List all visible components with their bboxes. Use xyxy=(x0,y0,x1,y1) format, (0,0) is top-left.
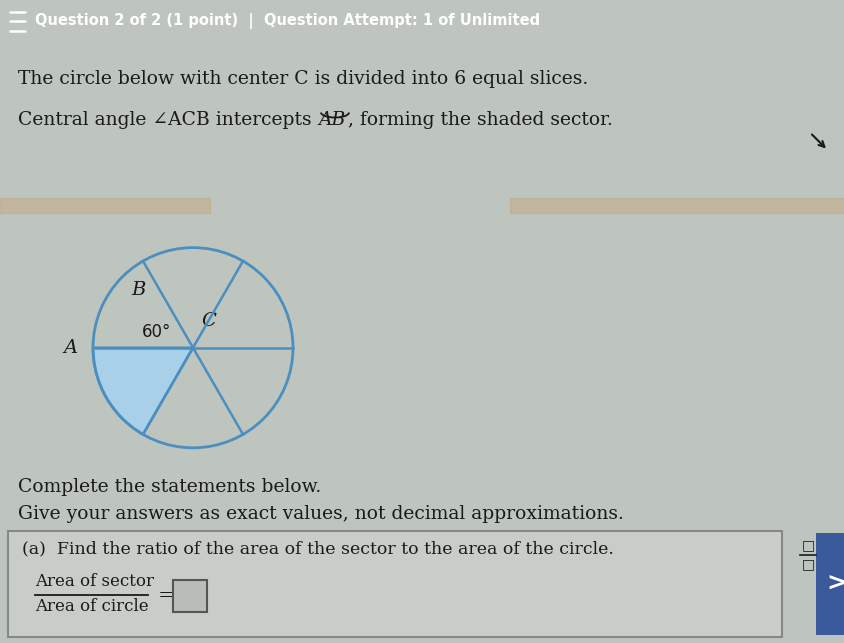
Text: C: C xyxy=(201,312,215,330)
FancyBboxPatch shape xyxy=(8,531,781,637)
Bar xyxy=(0,197,210,213)
FancyBboxPatch shape xyxy=(815,533,844,635)
Text: Question 2 of 2 (1 point)  |  Question Attempt: 1 of Unlimited: Question 2 of 2 (1 point) | Question Att… xyxy=(35,14,540,29)
Text: □: □ xyxy=(800,557,814,571)
Text: Give your answers as exact values, not decimal approximations.: Give your answers as exact values, not d… xyxy=(18,505,623,523)
Text: Area of circle: Area of circle xyxy=(35,598,149,615)
Text: , forming the shaded sector.: , forming the shaded sector. xyxy=(348,111,612,129)
Text: 60°: 60° xyxy=(142,323,171,341)
Bar xyxy=(510,197,844,213)
Text: The circle below with center C is divided into 6 equal slices.: The circle below with center C is divide… xyxy=(18,71,587,89)
Text: AB: AB xyxy=(317,111,345,129)
Text: Area of sector: Area of sector xyxy=(35,573,154,590)
FancyBboxPatch shape xyxy=(173,580,207,612)
Text: (a)  Find the ratio of the area of the sector to the area of the circle.: (a) Find the ratio of the area of the se… xyxy=(22,540,613,557)
Text: B: B xyxy=(131,281,145,299)
Text: =: = xyxy=(158,586,176,606)
Text: A: A xyxy=(64,339,78,357)
Wedge shape xyxy=(93,348,192,435)
Text: Complete the statements below.: Complete the statements below. xyxy=(18,478,321,496)
Text: □: □ xyxy=(800,538,814,552)
Text: Central angle ∠ACB intercepts: Central angle ∠ACB intercepts xyxy=(18,111,317,129)
Text: >: > xyxy=(825,572,844,596)
